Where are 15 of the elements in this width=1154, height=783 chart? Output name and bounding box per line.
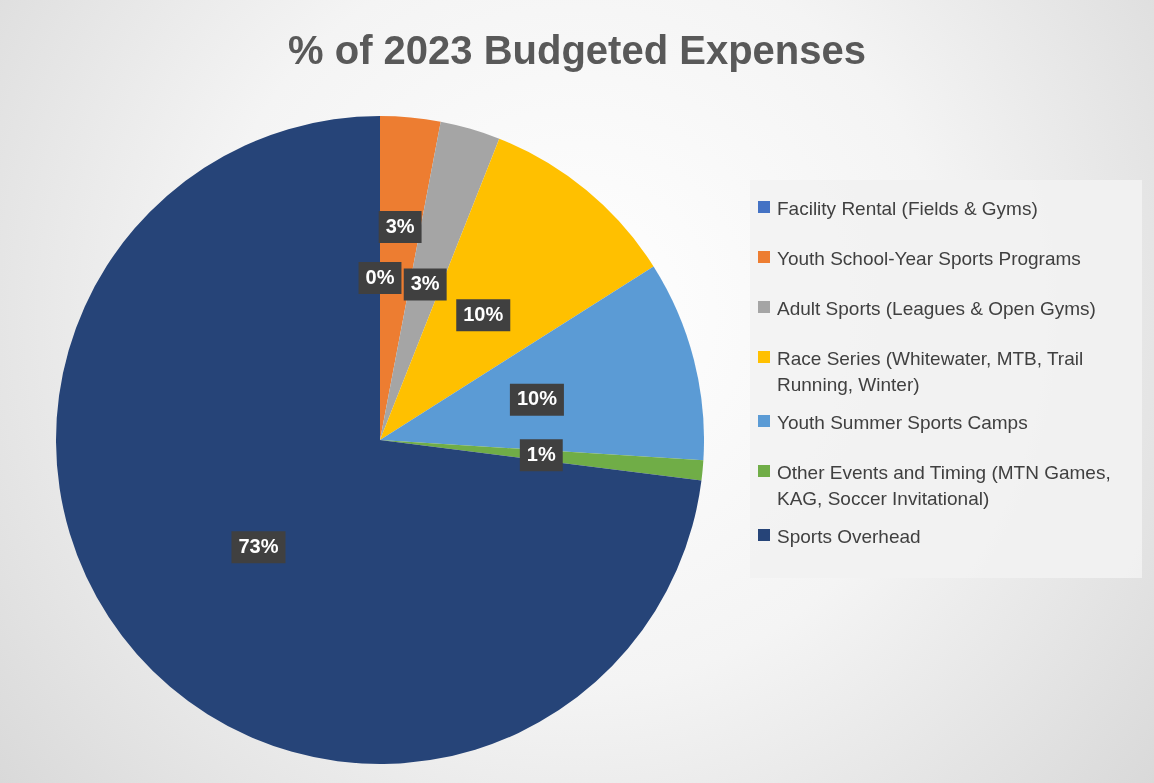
legend-label: Youth Summer Sports Camps [777, 411, 1028, 435]
text: 0% [365, 265, 395, 288]
data-label: 10% [463, 302, 504, 325]
legend-label: Sports Overhead [777, 525, 921, 549]
data-label: 10% [516, 387, 558, 410]
legend-label: Facility Rental (Fields & Gyms) [777, 197, 1038, 221]
data-label: 3% [410, 271, 440, 294]
legend-label: Adult Sports (Leagues & Open Gyms) [777, 297, 1096, 321]
legend-label: Other Events and Timing (MTN Games, KAG, Soccer Invitational) [777, 461, 1112, 511]
legend-label: Youth School-Year Sports Programs [777, 247, 1081, 271]
data-label: 3% [385, 214, 415, 237]
chart-title: % of 2023 Budgeted Expenses [287, 28, 867, 73]
data-label: 73% [238, 534, 279, 557]
legend-label: Race Series (Whitewater, MTB, Trail Running, Winter) [777, 347, 1085, 397]
data-label: 1% [526, 442, 556, 465]
